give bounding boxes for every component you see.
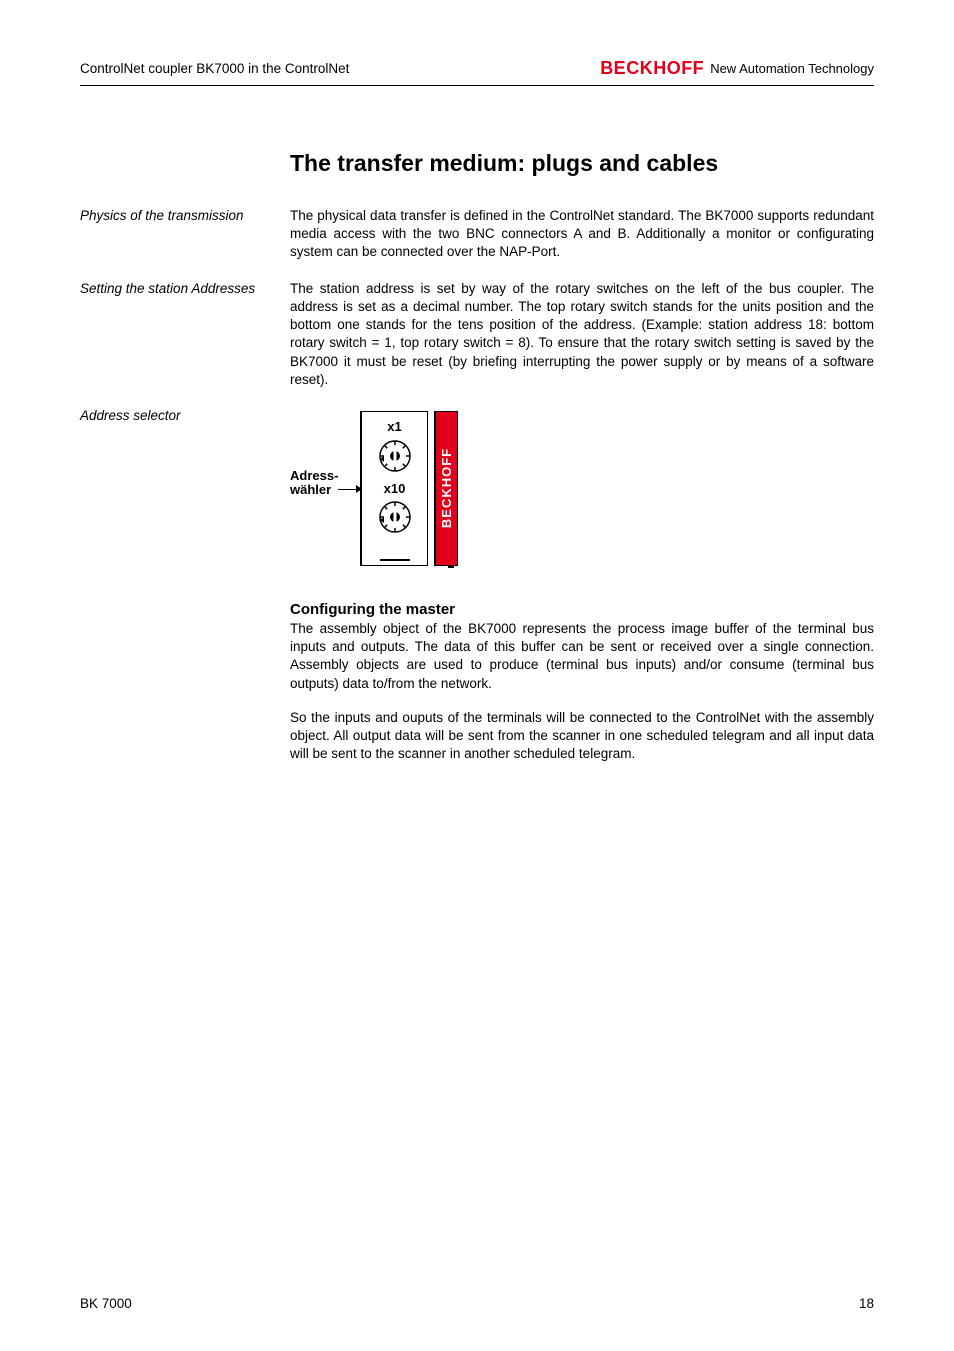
- diagram-panel: x1: [360, 411, 428, 566]
- diagram-pointer-arrow: [338, 489, 360, 491]
- brand-tagline: New Automation Technology: [710, 61, 874, 76]
- margin-label-addresses: Setting the station Addresses: [80, 280, 290, 389]
- section-physics: Physics of the transmission The physical…: [80, 207, 874, 262]
- page-footer: BK 7000 18: [80, 1296, 874, 1311]
- header-left-text: ControlNet coupler BK7000 in the Control…: [80, 61, 349, 76]
- section-selector: Address selector Adress- wähler x1: [80, 407, 874, 579]
- margin-label-selector: Address selector: [80, 407, 290, 579]
- para-configuring-1: The assembly object of the BK7000 repres…: [290, 620, 874, 693]
- rotary-switch-icon: [377, 499, 413, 535]
- diagram-wrap: Adress- wähler x1: [290, 411, 874, 571]
- body-text-addresses: The station address is set by way of the…: [290, 280, 874, 389]
- diagram-address-label: Adress- wähler: [290, 469, 338, 498]
- header-right: BECKHOFF New Automation Technology: [600, 58, 874, 79]
- diagram-x1-label: x1: [362, 418, 427, 436]
- rotary-switch-x10: [377, 499, 413, 535]
- page-title: The transfer medium: plugs and cables: [290, 150, 874, 177]
- diagram-sidebar-notch: [448, 565, 454, 568]
- page-header: ControlNet coupler BK7000 in the Control…: [80, 58, 874, 86]
- rotary-switch-x1: [377, 438, 413, 474]
- diagram-address-label-line2: wähler: [290, 482, 331, 497]
- diagram-panel-bottom-line: [380, 559, 410, 561]
- para-configuring-2: So the inputs and ouputs of the terminal…: [290, 709, 874, 764]
- diagram-container: Adress- wähler x1: [290, 407, 874, 579]
- address-selector-diagram: Adress- wähler x1: [290, 411, 490, 571]
- diagram-red-sidebar: BECKHOFF: [434, 411, 458, 566]
- content: The transfer medium: plugs and cables Ph…: [80, 150, 874, 764]
- page: ControlNet coupler BK7000 in the Control…: [0, 0, 954, 1351]
- body-text-physics: The physical data transfer is defined in…: [290, 207, 874, 262]
- section-addresses: Setting the station Addresses The statio…: [80, 280, 874, 389]
- brand-logo: BECKHOFF: [600, 58, 704, 79]
- diagram-x10-label: x10: [362, 480, 427, 498]
- subheading-configuring: Configuring the master: [290, 601, 874, 618]
- footer-page-number: 18: [859, 1296, 874, 1311]
- margin-label-physics: Physics of the transmission: [80, 207, 290, 262]
- rotary-switch-icon: [377, 438, 413, 474]
- diagram-brand-vertical: BECKHOFF: [438, 448, 456, 528]
- footer-left: BK 7000: [80, 1296, 132, 1311]
- diagram-address-label-line1: Adress-: [290, 468, 338, 483]
